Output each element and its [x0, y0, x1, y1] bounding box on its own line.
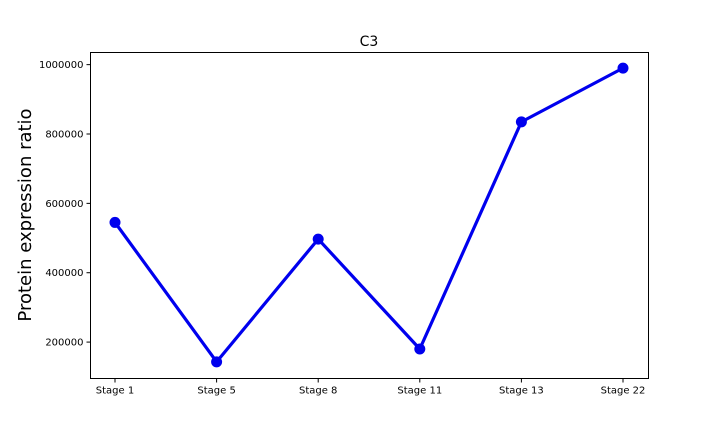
y-tick-label: 200000: [45, 338, 83, 349]
series-line: [113, 66, 625, 364]
y-axis-label: Protein expression ratio: [15, 108, 36, 321]
x-tick-label: Stage 13: [499, 386, 544, 397]
y-axis-ticks: 200000 400000 600000 800000 1000000: [39, 60, 91, 349]
data-point: [211, 356, 223, 368]
x-tick-label: Stage 1: [96, 386, 134, 397]
data-point: [515, 116, 527, 128]
chart-title: C3: [360, 34, 379, 50]
x-axis-ticks: Stage 1 Stage 5 Stage 8 Stage 11 Stage 13 Sta…: [96, 378, 646, 397]
y-tick-label: 600000: [45, 199, 83, 210]
x-tick-label: Stage 22: [601, 386, 646, 397]
data-point: [617, 62, 629, 74]
x-tick-label: Stage 11: [397, 386, 442, 397]
data-point: [312, 233, 324, 245]
y-tick-label: 800000: [45, 130, 83, 141]
x-tick-label: Stage 8: [299, 386, 337, 397]
x-tick-label: Stage 5: [197, 386, 235, 397]
y-tick-label: 400000: [45, 268, 83, 279]
y-tick-label: 1000000: [39, 60, 84, 71]
data-point: [109, 216, 121, 228]
plot-area-frame: [90, 52, 649, 379]
series-layer: [109, 62, 629, 368]
data-point: [414, 343, 426, 355]
